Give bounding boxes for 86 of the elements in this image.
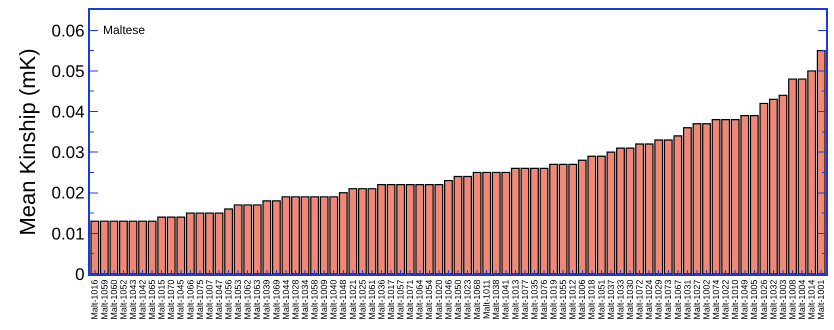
y-tick-label: 0.01 <box>52 224 85 244</box>
x-tick-label: Malt-1025 <box>357 280 368 320</box>
y-tick-label: 0.05 <box>52 62 85 81</box>
x-tick-label: Malt-1067 <box>672 280 683 320</box>
x-tick-label: Malt-1023 <box>462 280 472 320</box>
x-tick-label: Malt-1071 <box>405 280 416 320</box>
y-tick-label: 0.02 <box>52 184 85 203</box>
x-tick-label: Malt-1042 <box>137 280 148 320</box>
x-tick-label: Malt-1070 <box>166 280 176 320</box>
x-tick-label: Malt-1054 <box>424 280 434 320</box>
x-tick-label: Malt-1032 <box>768 280 778 320</box>
x-tick-label: Malt-1007 <box>204 280 214 320</box>
x-tick-label: Malt-1037 <box>606 280 616 320</box>
x-tick-label: Malt-1045 <box>176 280 186 320</box>
x-tick-label: Malt-1066 <box>185 280 196 320</box>
x-tick-label: Malt-1059 <box>99 280 110 320</box>
x-tick-label: Malt-1072 <box>634 280 645 320</box>
x-tick-label: Malt-1050 <box>452 280 463 320</box>
x-tick-label: Malt-1015 <box>156 280 167 320</box>
x-tick-label: Malt-1039 <box>262 280 272 320</box>
x-tick-label: Malt-1062 <box>242 280 253 320</box>
x-tick-label: Malt-1044 <box>280 280 291 320</box>
x-tick-label: Malt-1049 <box>740 280 750 320</box>
x-tick-label: Malt-1058 <box>310 280 320 320</box>
x-tick-label: Malt-1030 <box>624 280 635 320</box>
x-tick-label: Malt-1020 <box>434 280 444 320</box>
x-tick-label: Malt-1010 <box>730 280 740 320</box>
x-tick-label: Malt-1027 <box>692 280 702 320</box>
x-tick-label: Malt-1008 <box>787 280 798 320</box>
x-tick-label: Malt-1074 <box>711 280 722 320</box>
x-tick-label: Malt-1019 <box>548 280 559 320</box>
x-tick-label: Malt-1051 <box>596 280 606 320</box>
x-tick-label: Malt-1021 <box>348 280 358 320</box>
x-tick-label: Malt-1003 <box>778 280 788 320</box>
y-tick-label: 0.04 <box>52 102 85 122</box>
x-tick-label: Malt-1073 <box>663 280 674 320</box>
x-tick-label: Malt-1046 <box>443 280 454 320</box>
x-tick-label: Malt-1068 <box>472 280 482 320</box>
x-tick-label: Malt-1005 <box>749 280 760 320</box>
x-tick-label: Malt-1040 <box>328 280 339 320</box>
y-tick-label: 0.03 <box>52 143 85 162</box>
x-tick-label: Malt-1012 <box>568 280 578 320</box>
x-tick-label: Malt-1060 <box>108 280 119 320</box>
x-tick-label: Malt-1028 <box>290 280 300 320</box>
x-tick-label: Malt-1022 <box>720 280 731 320</box>
x-tick-label: Malt-1077 <box>520 280 530 320</box>
y-tick-label: 0 <box>75 264 85 284</box>
x-tick-label: Malt-1017 <box>386 280 396 320</box>
x-tick-label: Malt-1047 <box>214 280 224 320</box>
x-tick-label: Malt-1031 <box>682 280 692 320</box>
x-tick-label: Malt-1063 <box>252 280 262 320</box>
x-tick-label: Malt-1013 <box>510 280 520 320</box>
x-tick-label: Malt-1048 <box>338 280 348 320</box>
annotation: Maltese <box>103 23 146 37</box>
x-tick-label: Malt-1024 <box>644 280 654 320</box>
x-tick-label: Malt-1065 <box>147 280 158 320</box>
x-tick-label: Malt-1029 <box>654 280 664 320</box>
x-tick-label: Malt-1055 <box>558 280 568 320</box>
x-tick-label: Malt-1076 <box>538 280 549 320</box>
x-tick-label: Malt-1016 <box>90 280 100 320</box>
x-tick-label: Malt-1041 <box>500 280 511 320</box>
y-axis-title: Mean Kinship (mK) <box>14 48 40 236</box>
x-tick-label: Malt-1069 <box>271 280 282 320</box>
x-tick-label: Malt-1014 <box>806 280 817 320</box>
y-tick-label: 0.06 <box>52 21 85 40</box>
x-tick-label: Malt-1006 <box>577 280 588 320</box>
x-tick-label: Malt-1034 <box>300 280 310 320</box>
x-tick-label: Malt-1011 <box>482 280 492 319</box>
x-tick-label: Malt-1035 <box>529 280 540 320</box>
x-tick-label: Malt-1038 <box>491 280 502 320</box>
x-tick-label: Malt-1053 <box>233 280 244 320</box>
x-tick-label: Malt-1009 <box>319 280 330 320</box>
x-tick-label: Malt-1001 <box>816 280 826 320</box>
x-tick-label: Malt-1002 <box>701 280 712 320</box>
x-tick-label: Malt-1026 <box>758 280 769 320</box>
x-tick-label: Malt-1075 <box>194 280 205 320</box>
x-tick-label: Malt-1033 <box>615 280 626 320</box>
x-tick-label: Malt-1057 <box>396 280 406 320</box>
x-tick-label: Malt-1056 <box>224 280 234 320</box>
x-tick-label: Malt-1052 <box>118 280 128 320</box>
x-tick-label: Malt-1036 <box>376 280 386 320</box>
x-tick-label: Malt-1018 <box>586 280 597 320</box>
x-tick-label: Malt-1061 <box>366 280 377 320</box>
x-tick-label: Malt-1043 <box>128 280 138 320</box>
x-tick-label: Malt-1064 <box>414 280 425 320</box>
x-tick-label: Malt-1004 <box>797 280 808 320</box>
